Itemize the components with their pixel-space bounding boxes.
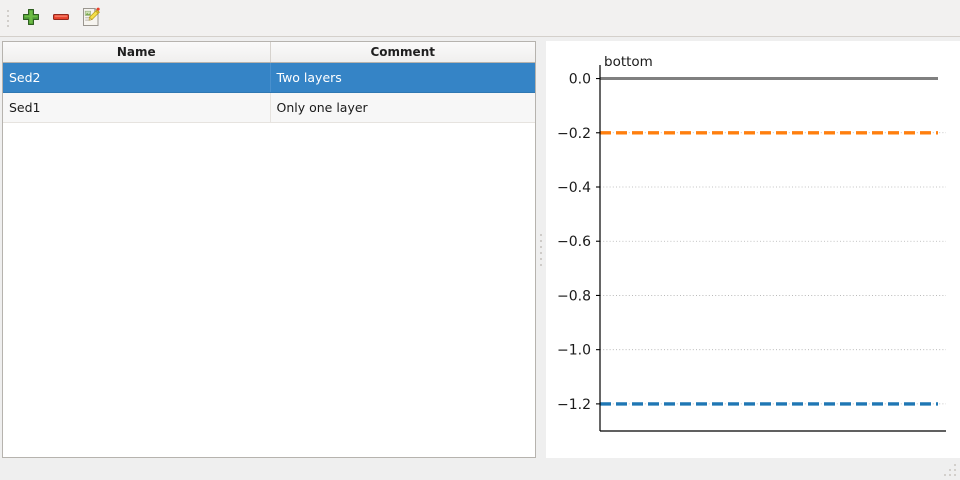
- remove-button[interactable]: [46, 3, 76, 33]
- grip-dot: [540, 234, 542, 236]
- chart-y-axis: 0.0 −0.2 −0.4 −0.6 −0.8 −1.0 −1.2: [557, 72, 600, 413]
- grip-dot: [7, 19, 9, 22]
- sediment-table-panel: Name Comment Sed2 Two layers Sed1 Only o…: [2, 41, 536, 458]
- column-header-name[interactable]: Name: [3, 42, 271, 63]
- grip-dot: [7, 24, 9, 27]
- grip-dot: [954, 469, 956, 471]
- grip-dot: [954, 474, 956, 476]
- column-header-comment[interactable]: Comment: [270, 42, 535, 63]
- y-tick-label: −0.2: [557, 126, 591, 142]
- y-tick-label: 0.0: [569, 72, 591, 88]
- grip-dot: [540, 240, 542, 242]
- table-row[interactable]: Sed1 Only one layer: [3, 92, 535, 123]
- cell-name: Sed1: [3, 92, 271, 123]
- grip-dot: [954, 464, 956, 466]
- grip-dot: [949, 469, 951, 471]
- y-tick-label: −1.0: [557, 343, 591, 359]
- cell-comment: Only one layer: [270, 92, 535, 123]
- cell-name: Sed2: [3, 62, 271, 93]
- y-tick-label: −1.2: [557, 397, 591, 413]
- edit-button[interactable]: [76, 3, 106, 33]
- edit-document-icon: [80, 6, 102, 31]
- toolbar: [0, 0, 960, 37]
- chart-annotation-bottom: bottom: [604, 54, 653, 70]
- grip-dot: [7, 9, 9, 12]
- window-resize-grip[interactable]: [942, 462, 958, 478]
- toolbar-drag-grip[interactable]: [3, 5, 13, 31]
- y-tick-label: −0.4: [557, 180, 591, 196]
- chart-series-group: [600, 77, 938, 406]
- y-tick-label: −0.8: [557, 288, 591, 304]
- cell-comment: Two layers: [270, 62, 535, 93]
- panel-splitter[interactable]: [536, 40, 546, 460]
- grip-dot: [944, 474, 946, 476]
- add-button[interactable]: [16, 3, 46, 33]
- grip-dot: [540, 264, 542, 266]
- grip-dot: [540, 252, 542, 254]
- splitter-grip: [540, 234, 542, 266]
- chart-background: [546, 41, 960, 458]
- grip-dot: [7, 14, 9, 17]
- layer-profile-chart: 0.0 −0.2 −0.4 −0.6 −0.8 −1.0 −1.2 bottom: [546, 41, 960, 458]
- sediment-table: Name Comment Sed2 Two layers Sed1 Only o…: [3, 42, 535, 123]
- grip-dot: [540, 258, 542, 260]
- grip-dot: [540, 246, 542, 248]
- table-header-row: Name Comment: [3, 42, 535, 63]
- y-tick-label: −0.6: [557, 234, 591, 250]
- plus-icon: [21, 7, 41, 30]
- layer-profile-chart-panel: 0.0 −0.2 −0.4 −0.6 −0.8 −1.0 −1.2 bottom: [546, 41, 960, 458]
- minus-icon: [51, 7, 71, 30]
- table-row[interactable]: Sed2 Two layers: [3, 62, 535, 93]
- grip-dot: [949, 474, 951, 476]
